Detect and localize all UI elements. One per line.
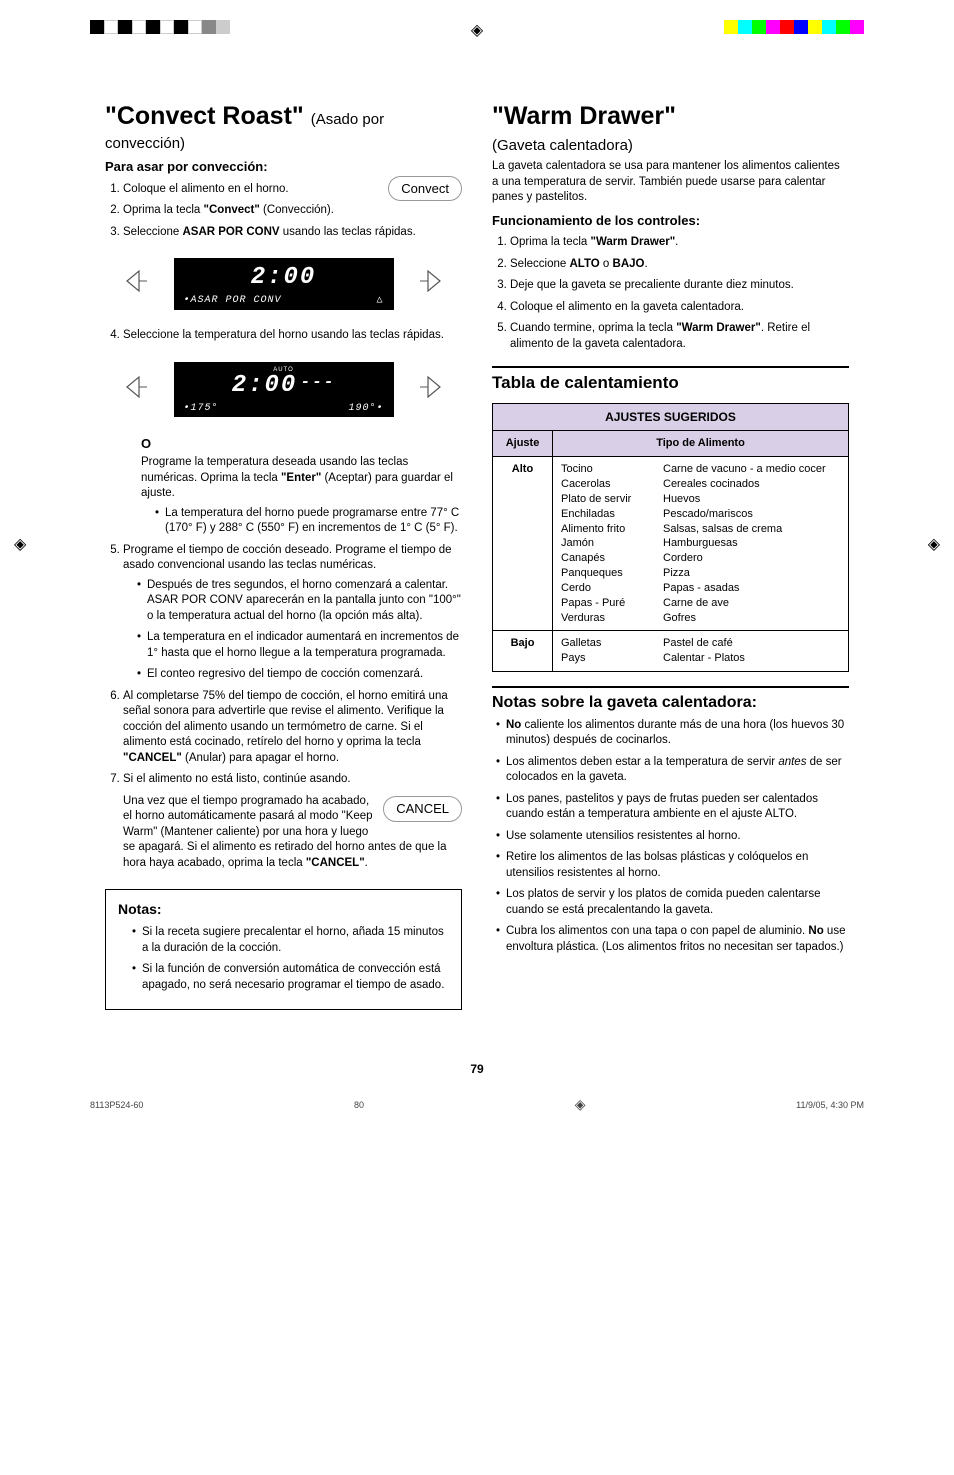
convect-step-4: Seleccione la temperatura del horno usan… [105, 328, 462, 344]
step-1-text: Coloque el alimento en el horno. [123, 183, 289, 195]
warm-drawer-subtitle: (Gaveta calentadora) [492, 136, 849, 156]
footer-timestamp: 11/9/05, 4:30 PM [796, 1100, 864, 1110]
warm-drawer-title: "Warm Drawer" [492, 102, 676, 130]
warm-drawer-header: "Warm Drawer" (Gaveta calentadora) [492, 100, 849, 156]
bajo-foods: GalletasPays Pastel de caféCalentar - Pl… [553, 631, 849, 672]
warm-drawer-intro: La gaveta calentadora se usa para manten… [492, 159, 849, 206]
wd-step-1: Oprima la tecla "Warm Drawer". [510, 235, 849, 251]
display-2-right: 190°• [348, 402, 383, 416]
wd-step-5: Cuando termine, oprima la tecla "Warm Dr… [510, 321, 849, 352]
gaveta-note-2: Los alimentos deben estar a la temperatu… [496, 755, 849, 786]
gaveta-note-1: No caliente los alimentos durante más de… [496, 718, 849, 749]
display-panel-2: AUTO 2:00 --- •175° 190°• [174, 362, 394, 418]
step-5-bullet-2: La temperatura en el indicador aumentará… [137, 630, 462, 661]
warm-drawer-steps: Oprima la tecla "Warm Drawer". Seleccion… [492, 235, 849, 352]
funcionamiento-heading: Funcionamiento de los controles: [492, 212, 849, 230]
display-1-time: 2:00 [184, 262, 384, 294]
nota-2: Si la función de conversión automática d… [132, 962, 449, 993]
notas-heading: Notas: [118, 900, 449, 919]
knob-left-icon [125, 268, 147, 300]
color-bar-right [724, 20, 864, 34]
bajo-right-list: Pastel de caféCalentar - Platos [663, 636, 840, 666]
gaveta-note-5: Retire los alimentos de las bolsas plást… [496, 850, 849, 881]
gaveta-note-7: Cubra los alimentos con una tapa o con p… [496, 924, 849, 955]
after-o-paragraph: Programe la temperatura deseada usando l… [141, 455, 462, 502]
ajuste-bajo: Bajo [493, 631, 553, 672]
table-row: Alto TocinoCacerolasPlato de servirEnchi… [493, 457, 849, 631]
section-header: "Convect Roast" (Asado por convección) [105, 100, 462, 154]
para-asar-heading: Para asar por convección: [105, 158, 462, 176]
table-head-top: AJUSTES SUGERIDOS [493, 404, 849, 431]
step-5-bullet-1: Después de tres segundos, el horno comen… [137, 578, 462, 625]
right-column: "Warm Drawer" (Gaveta calentadora) La ga… [492, 100, 849, 1010]
display-1-triangle-icon: △ [376, 294, 383, 308]
display-2-time: 2:00 [232, 372, 298, 399]
wd-step-3: Deje que la gaveta se precaliente durant… [510, 278, 849, 294]
page-number: 79 [0, 1062, 954, 1076]
footer: 8113P524-60 80 ◈ 11/9/05, 4:30 PM [0, 1096, 954, 1113]
ajuste-alto: Alto [493, 457, 553, 631]
knob-left-icon [125, 374, 147, 406]
table-body: Alto TocinoCacerolasPlato de servirEnchi… [493, 457, 849, 672]
bajo-left-list: GalletasPays [561, 636, 653, 666]
display-2-left: •175° [184, 402, 219, 416]
table-col-tipo: Tipo de Alimento [553, 431, 849, 457]
alto-right-list: Carne de vacuno - a medio cocerCereales … [663, 462, 840, 625]
display-panel-1-wrap: 2:00 •ASAR POR CONV △ [125, 248, 442, 320]
step-6: Al completarse 75% del tiempo de cocción… [123, 689, 462, 767]
side-registration-left-icon: ◈ [14, 534, 26, 554]
notas-gaveta-list: No caliente los alimentos durante más de… [492, 718, 849, 956]
cancel-button[interactable]: CANCEL [383, 796, 462, 822]
step-5-text: Programe el tiempo de cocción deseado. P… [123, 544, 452, 572]
alto-left-list: TocinoCacerolasPlato de servirEnchiladas… [561, 462, 653, 625]
knob-right-icon [420, 374, 442, 406]
step-4-text: Seleccione la temperatura del horno usan… [123, 329, 444, 341]
nota-1: Si la receta sugiere precalentar el horn… [132, 925, 449, 956]
color-bar-left [90, 20, 230, 34]
center-registration-icon: ◈ [471, 20, 483, 40]
gaveta-note-4: Use solamente utensilios resistentes al … [496, 829, 849, 845]
convect-roast-title: "Convect Roast" [105, 102, 311, 130]
knob-right-icon [420, 268, 442, 300]
heating-table: AJUSTES SUGERIDOS Ajuste Tipo de Aliment… [492, 403, 849, 672]
step-2: Oprima la tecla "Convect" (Convección). [123, 203, 462, 219]
display-2-dashes: --- [301, 373, 336, 391]
notas-gaveta-title: Notas sobre la gaveta calentadora: [492, 686, 849, 714]
convect-steps-5to7: Programe el tiempo de cocción deseado. P… [105, 543, 462, 872]
display-1-text: •ASAR POR CONV [184, 294, 282, 308]
step-4: Seleccione la temperatura del horno usan… [123, 328, 462, 344]
separator-o: O [141, 435, 462, 453]
temp-range-bullet: La temperatura del horno puede programar… [155, 506, 462, 537]
step-3: Seleccione ASAR POR CONV usando las tecl… [123, 225, 462, 241]
notas-box: Notas: Si la receta sugiere precalentar … [105, 889, 462, 1010]
footer-page: 80 [354, 1100, 364, 1110]
side-registration-right-icon: ◈ [928, 534, 940, 554]
wd-step-4: Coloque el alimento en la gaveta calenta… [510, 300, 849, 316]
footer-doc-id: 8113P524-60 [90, 1100, 143, 1110]
gaveta-note-3: Los panes, pastelitos y pays de frutas p… [496, 792, 849, 823]
table-row: Bajo GalletasPays Pastel de caféCalentar… [493, 631, 849, 672]
registration-marks-top: ◈ [0, 20, 954, 50]
alto-foods: TocinoCacerolasPlato de servirEnchiladas… [553, 457, 849, 631]
page-content: "Convect Roast" (Asado por convección) P… [0, 0, 954, 1040]
display-panel-1: 2:00 •ASAR POR CONV △ [174, 258, 394, 310]
left-column: "Convect Roast" (Asado por convección) P… [105, 100, 462, 1010]
step-5: Programe el tiempo de cocción deseado. P… [123, 543, 462, 683]
table-col-ajuste: Ajuste [493, 431, 553, 457]
step-5-bullet-3: El conteo regresivo del tiempo de cocció… [137, 667, 462, 683]
step-7: Si el alimento no está listo, continúe a… [123, 772, 462, 871]
step-7-text: Si el alimento no está listo, continúe a… [123, 773, 351, 785]
gaveta-note-6: Los platos de servir y los platos de com… [496, 887, 849, 918]
convect-button[interactable]: Convect [388, 176, 462, 202]
heating-table-title: Tabla de calentamiento [492, 366, 849, 395]
wd-step-2: Seleccione ALTO o BAJO. [510, 257, 849, 273]
display-panel-2-wrap: AUTO 2:00 --- •175° 190°• [125, 352, 442, 428]
after-o-block: Programe la temperatura deseada usando l… [105, 455, 462, 537]
footer-registration-icon: ◈ [575, 1096, 586, 1113]
